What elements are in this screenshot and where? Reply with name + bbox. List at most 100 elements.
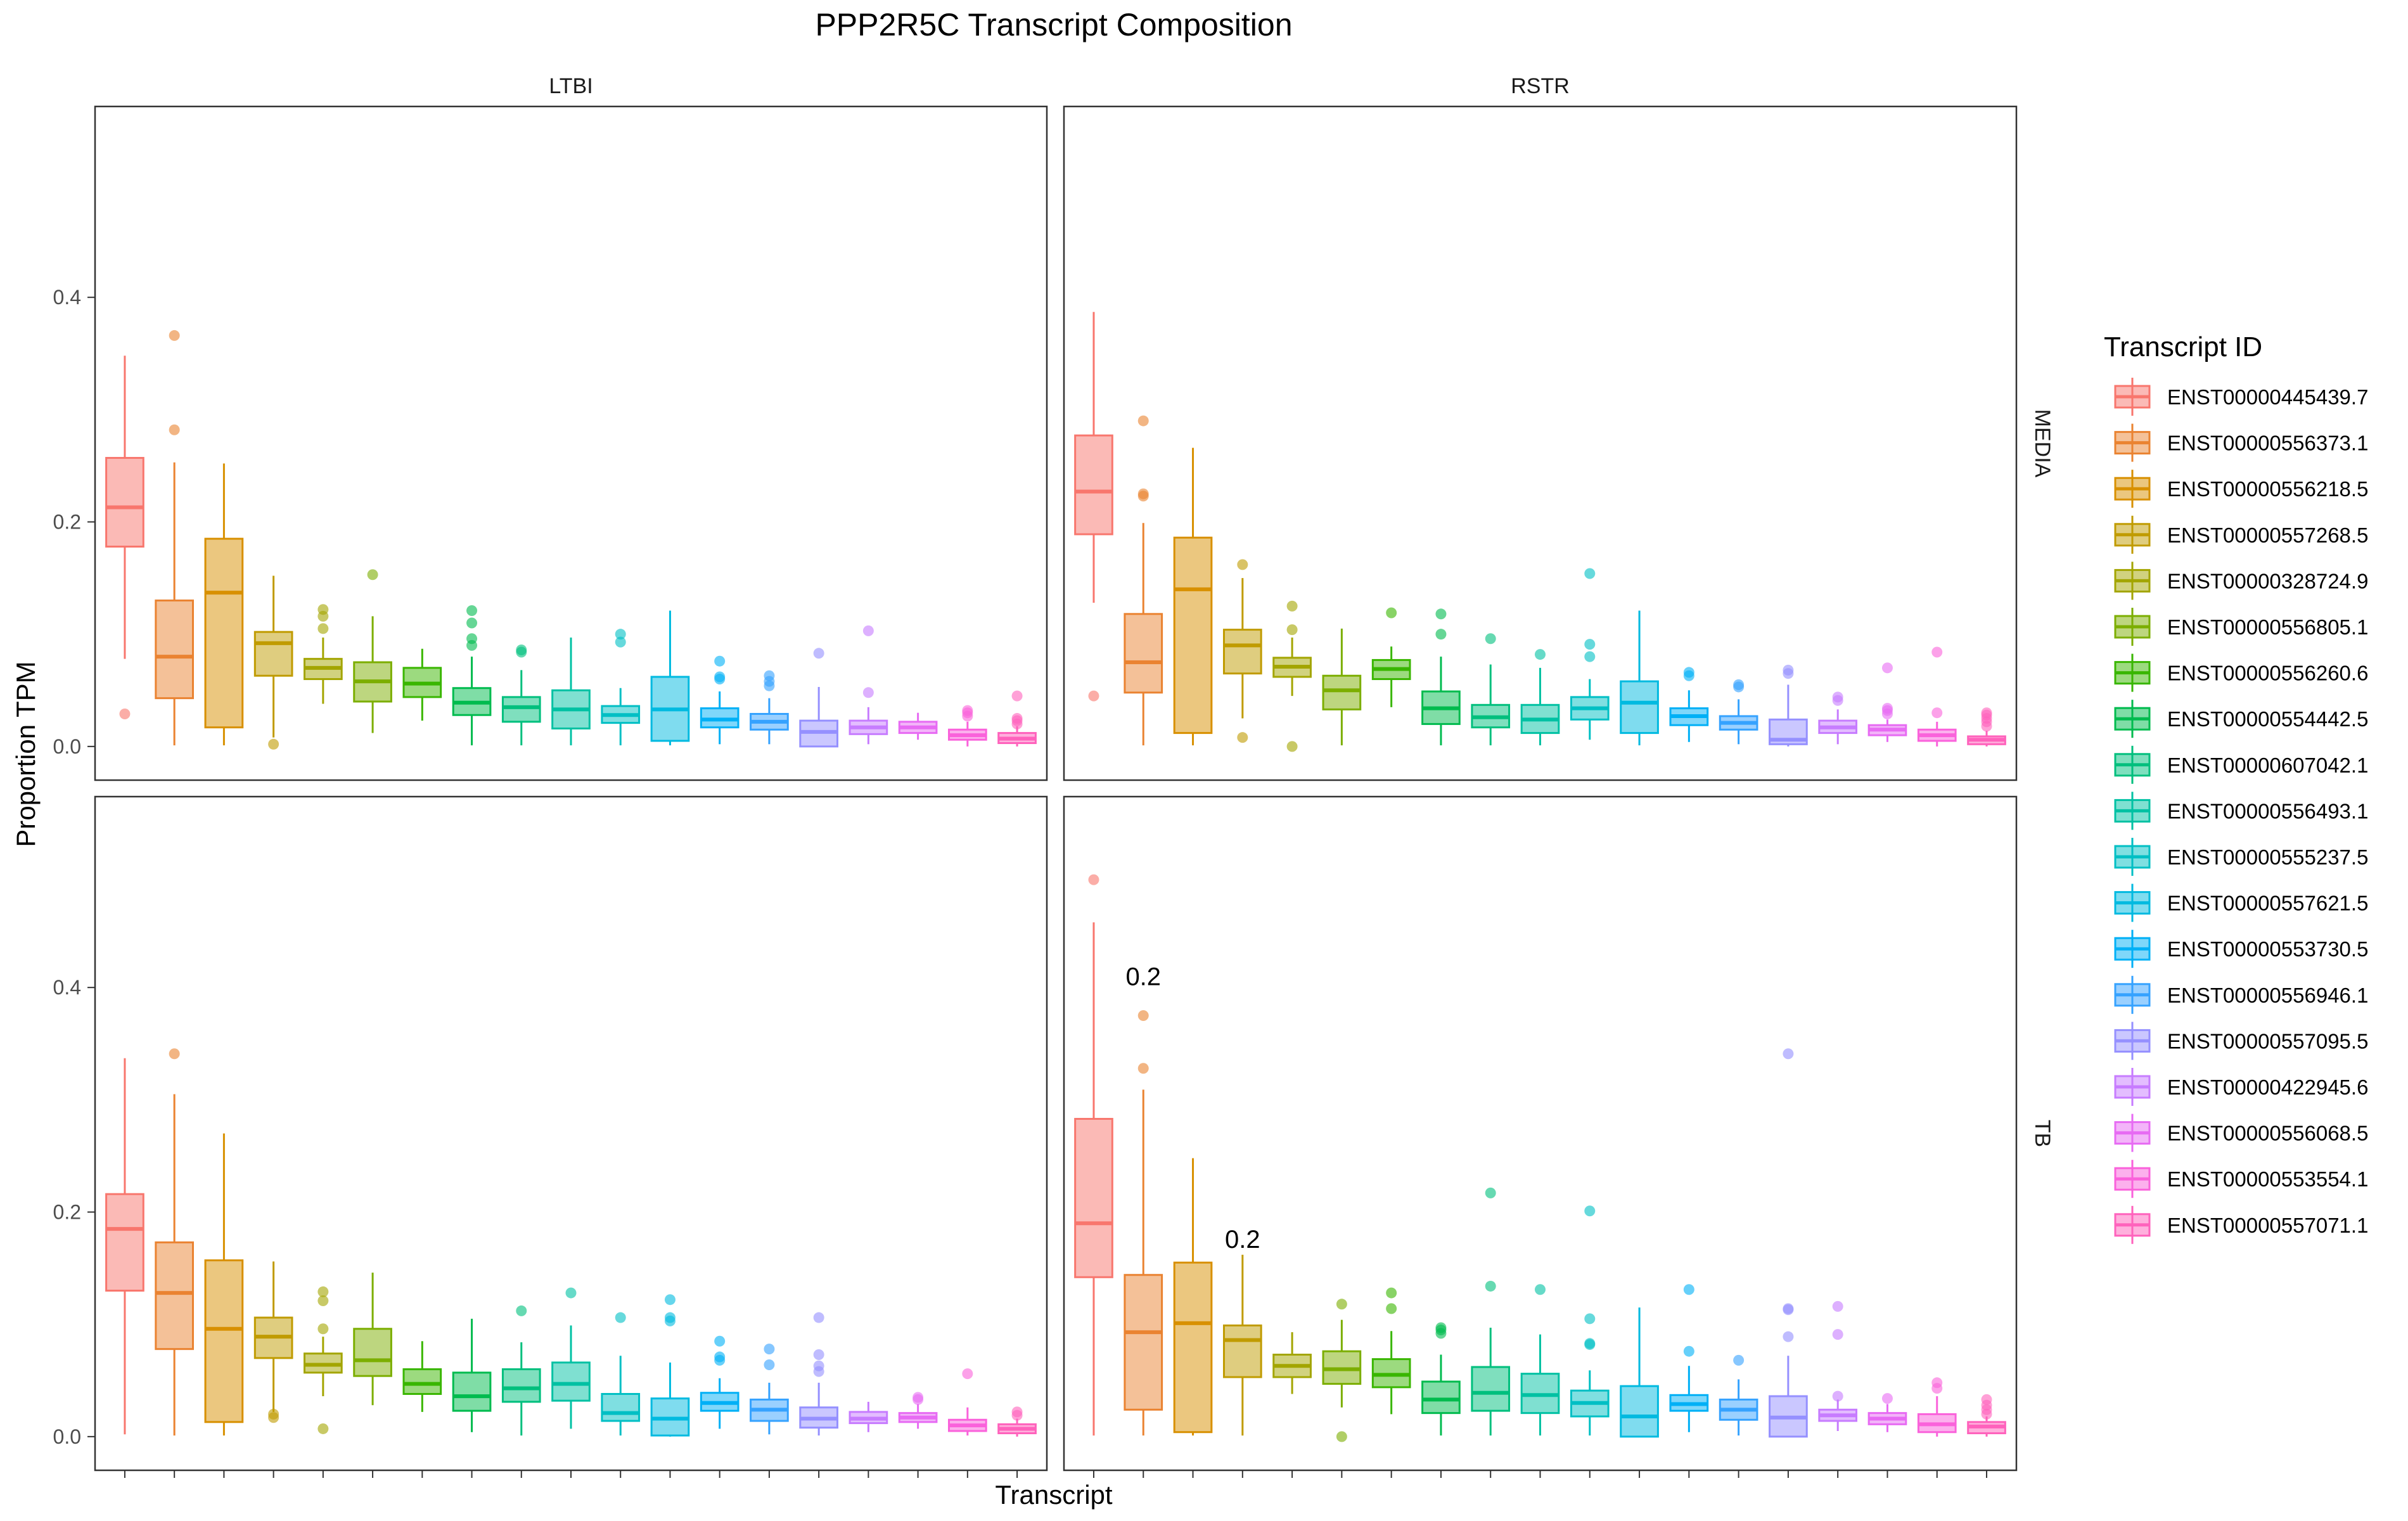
box-ENST00000557268.5 [1222,1254,1262,1436]
outlier-point [862,625,874,636]
box-ENST00000554442.5 [1421,1322,1461,1436]
y-tick-label: 0.4 [53,286,81,309]
facet-column-label: LTBI [549,74,592,98]
outlier-point [664,1312,676,1323]
box-ENST00000555237.5 [601,629,641,746]
facet-panels: LTBI RSTR MEDIA TB 0.0 0.2 0.4 0.0 0.2 0.4 0.2 0.2 [53,74,2054,1478]
legend-title: Transcript ID [2104,331,2262,363]
legend-item: ENST00000553730.5 [2114,930,2368,968]
legend-item: ENST00000553554.1 [2114,1160,2368,1198]
outlier-point [317,1323,329,1335]
chart-title: PPP2R5C Transcript Composition [815,7,1292,42]
legend-label: ENST00000557621.5 [2167,892,2368,915]
y-tick-label: 0.0 [53,1425,81,1448]
outlier-point [962,1368,973,1380]
outlier-point [1485,1280,1496,1292]
legend-label: ENST00000555237.5 [2167,845,2368,869]
outlier-point [615,1312,626,1323]
outlier-point [119,708,131,719]
y-tick-label: 0.2 [53,1201,81,1224]
box-iqr [551,1361,591,1402]
outlier-point [1683,1345,1694,1357]
outlier-point [1931,1377,1943,1389]
box-ENST00000445439.7 [1074,874,1113,1436]
outlier-point [1584,1205,1596,1217]
outlier-point [1832,691,1843,703]
outlier-point [1783,1331,1794,1342]
box-ENST00000556218.5 [204,463,244,746]
legend-label: ENST00000557268.5 [2167,523,2368,547]
outlier-point [1011,690,1023,702]
x-axis-label: Transcript [995,1480,1112,1510]
facet-row-label: MEDIA [2030,409,2054,478]
legend-item: ENST00000557071.1 [2114,1205,2368,1244]
legend-item: ENST00000557268.5 [2114,515,2368,554]
box-ENST00000554442.5 [1421,608,1461,746]
legend-item: ENST00000557095.5 [2114,1022,2368,1060]
box-ENST00000556218.5 [1173,447,1213,746]
box-ENST00000328724.9 [304,1286,343,1434]
legend-item: ENST00000554442.5 [2114,700,2368,738]
outlier-point [1881,662,1893,674]
outlier-point [317,1286,329,1297]
outlier-point [317,1295,329,1306]
box-iqr [1124,613,1163,694]
box-iqr [601,1393,641,1422]
outlier-point [1286,600,1298,612]
facet-column-label: RSTR [1511,74,1570,98]
outlier-point [1733,679,1745,690]
box-ENST00000556946.1 [1719,679,1758,745]
outlier-point [1137,1010,1149,1021]
box-ENST00000328724.9 [1272,600,1312,752]
outlier-point [1237,559,1248,570]
facet-panel [1063,105,2018,781]
outlier-point [764,1359,775,1370]
box-ENST00000607042.1 [1471,633,1511,746]
outlier-point [1981,707,1992,719]
box-iqr [155,1241,195,1351]
box-ENST00000422945.6 [1818,691,1858,745]
outlier-point [1981,1394,1992,1405]
box-ENST00000557268.5 [253,575,293,750]
outlier-point [169,330,180,341]
outlier-point [714,1351,726,1363]
box-ENST00000607042.1 [1471,1187,1511,1436]
outlier-point [1584,639,1596,650]
legend-item: ENST00000607042.1 [2114,745,2368,784]
box-ENST00000557071.1 [1967,707,2006,747]
box-iqr [1173,1261,1213,1434]
legend-item: ENST00000557621.5 [2114,883,2368,922]
outlier-point [169,1048,180,1060]
box-ENST00000553554.1 [1917,1377,1957,1437]
box-ENST00000328724.9 [304,604,343,704]
box-ENST00000556373.1 [1124,1010,1163,1436]
box-ENST00000557621.5 [1620,1307,1659,1438]
box-ENST00000556946.1 [750,1344,789,1435]
box-iqr [1322,674,1362,710]
outlier-point [1931,707,1943,719]
box-ENST00000556260.6 [402,648,442,721]
box-iqr [155,600,195,700]
outlier-point [565,1287,577,1299]
legend-item: ENST00000555237.5 [2114,838,2368,876]
legend-label: ENST00000556493.1 [2167,799,2368,823]
box-ENST00000556493.1 [551,1287,591,1429]
box-ENST00000556260.6 [1371,1287,1411,1415]
outlier-point [764,670,775,681]
box-iqr [204,537,244,729]
box-ENST00000556373.1 [155,1048,195,1436]
outlier-point [1832,1329,1843,1340]
outlier-point [1485,1187,1496,1198]
outlier-point [466,633,478,645]
outlier-point [466,617,478,629]
box-ENST00000553554.1 [1917,646,1957,747]
outlier-point [813,1312,824,1323]
box-ENST00000556493.1 [1520,1284,1560,1436]
outlier-point [516,644,527,655]
box-ENST00000556218.5 [1173,1158,1213,1436]
facet-panel: 0.2 0.2 [1063,795,2018,1472]
outlier-point [466,605,478,616]
box-ENST00000553554.1 [947,705,987,747]
legend-item: ENST00000445439.7 [2114,378,2368,416]
outlier-point [1286,624,1298,636]
